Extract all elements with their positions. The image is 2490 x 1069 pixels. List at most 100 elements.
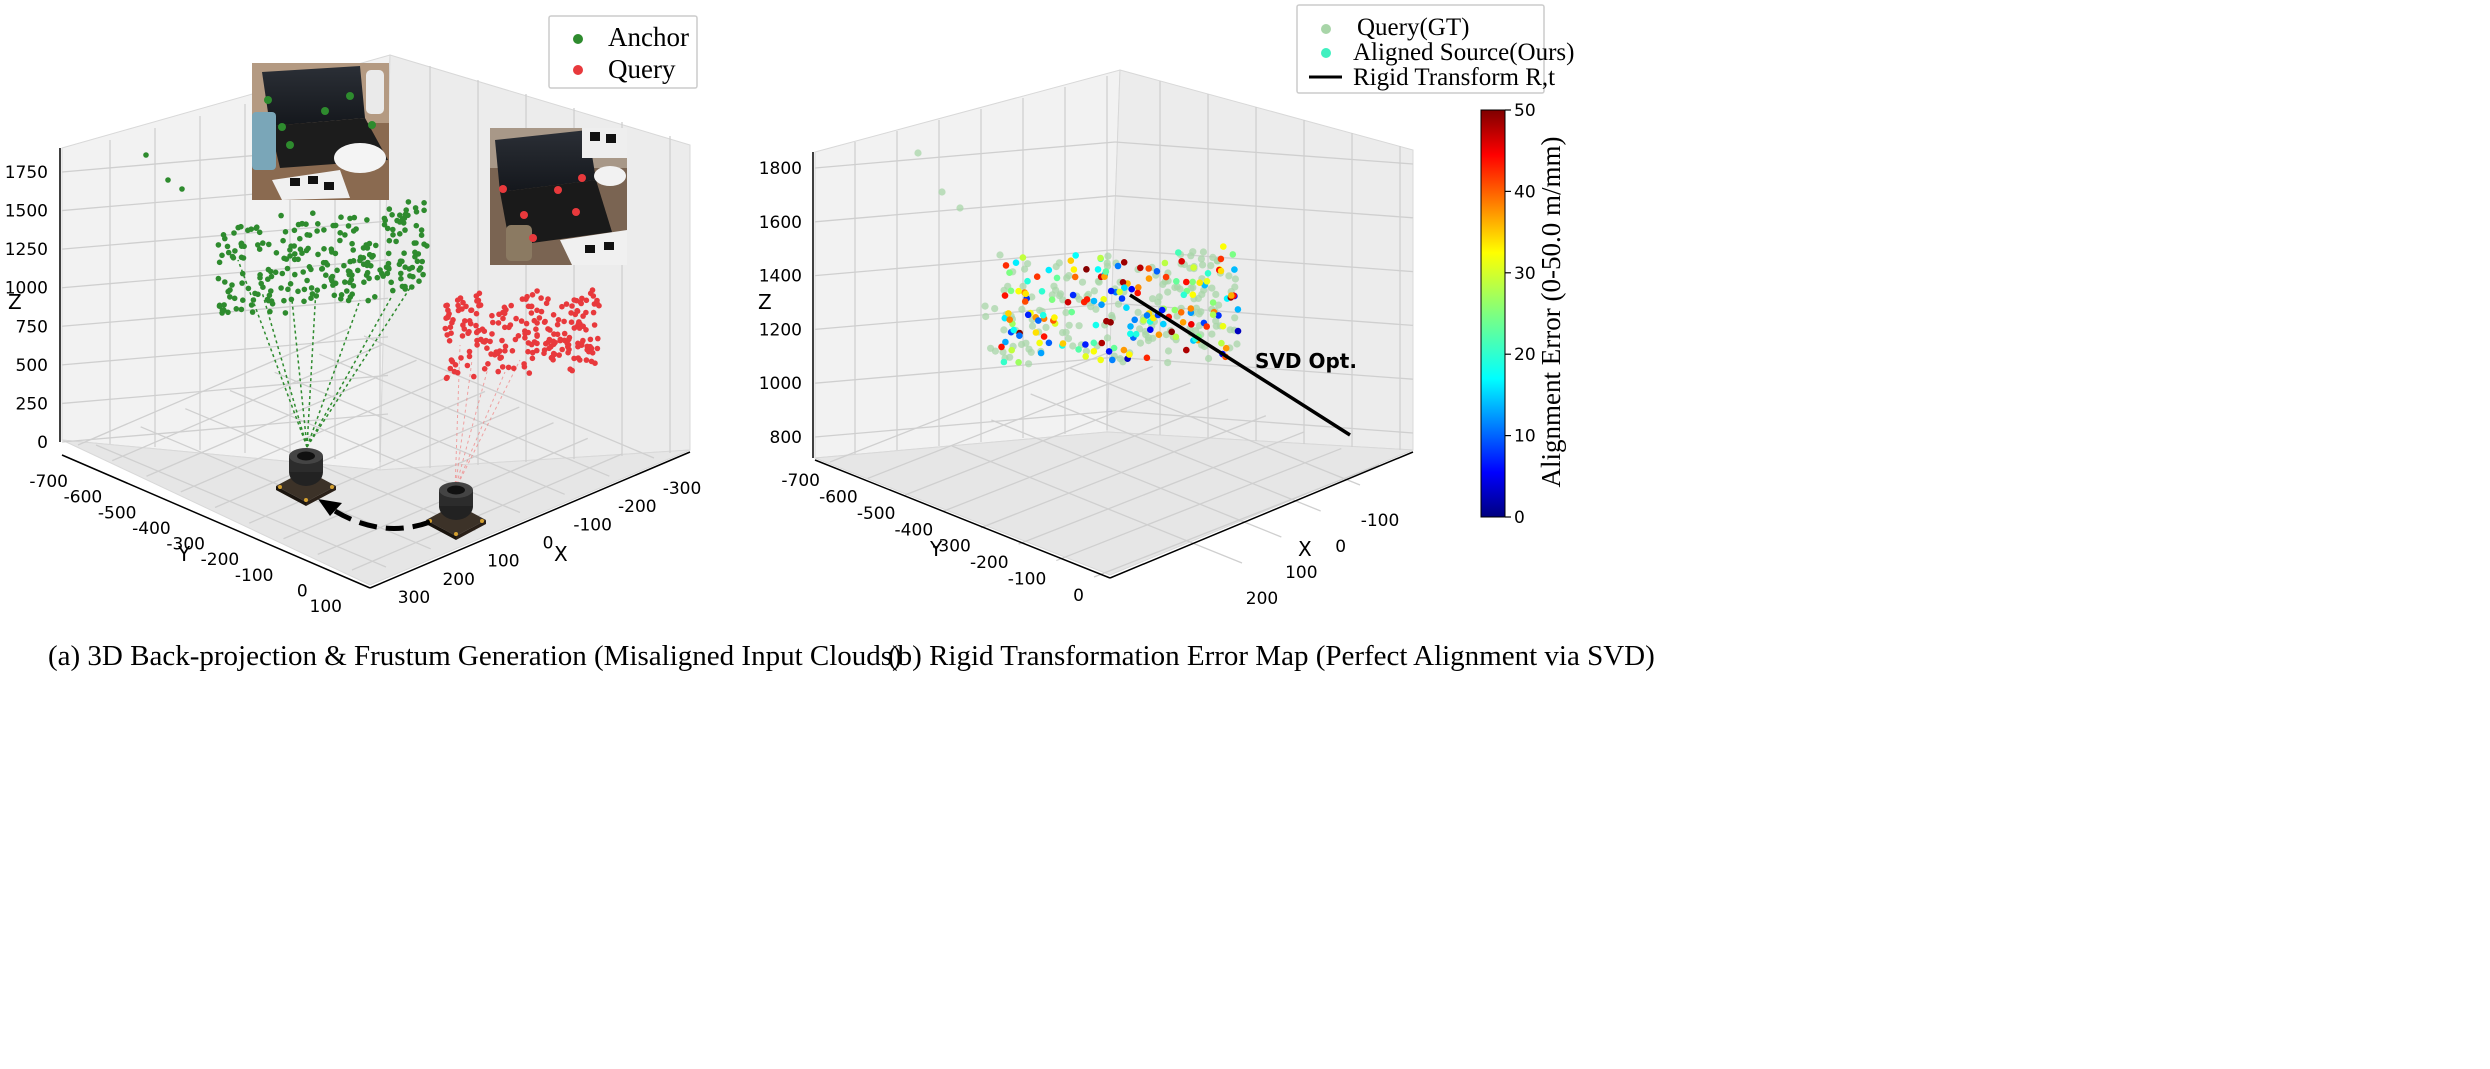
aligned-point [998,343,1005,351]
aligned-point [1045,266,1053,274]
query-gt-point [1027,348,1035,356]
query-point [551,331,557,337]
query-point [536,315,543,321]
anchor-point [341,262,347,269]
aligned-point [1100,296,1107,303]
anchor-point [256,229,263,236]
anchor-point [386,266,392,272]
z-axis-label: Z [758,290,772,314]
anchor-point [388,279,395,286]
aligned-point [1110,344,1118,352]
query-point [466,328,472,335]
aligned-point [1007,287,1015,295]
anchor-point [421,207,427,214]
aligned-point [1097,356,1104,364]
query-gt-point [938,188,946,196]
query-gt-point [996,251,1004,259]
aligned-point [1037,349,1045,357]
frustum-rays-query [454,344,521,491]
anchor-point [360,254,367,261]
query-point [528,303,534,310]
anchor-point [279,270,286,277]
anchor-point [233,306,240,312]
anchor-point [369,254,375,260]
anchor-point [222,279,228,285]
aligned-point [1222,344,1230,352]
anchor-point [393,238,399,245]
query-point [459,333,466,339]
anchor-point [350,247,357,253]
query-gt-point [1064,335,1073,343]
aligned-point [1162,273,1170,281]
aligned-point [1098,301,1105,309]
query-point [447,324,454,331]
y-axis-line [814,459,1111,579]
query-point [444,302,451,309]
y-tick-label: -200 [970,553,1009,573]
anchor-point [292,271,298,278]
x-tick-label: 100 [1285,563,1317,583]
query-point [499,364,506,370]
aligned-point [1177,309,1185,316]
aligned-point [1168,328,1175,336]
query-point [578,300,584,307]
anchor-point [285,286,291,293]
y-tick-label: -400 [132,519,171,539]
anchor-point [239,280,245,286]
anchor-point [397,231,403,237]
y-tick-label: -500 [98,503,137,523]
query-point [454,369,461,376]
anchor-point [292,251,298,257]
query-point [484,345,490,352]
aligned-point [1097,254,1104,262]
aligned-point [1064,298,1072,306]
query-point [528,341,535,348]
query-point [545,296,551,302]
anchor-point [321,246,327,252]
anchor-point [269,301,276,307]
anchor-point [346,279,353,286]
aligned-point [1012,259,1020,267]
z-tick-label: 1600 [759,213,802,233]
query-gt-point [1103,334,1112,342]
aligned-point [1231,266,1238,273]
aligned-point [1082,341,1089,348]
x-tick-label: 300 [398,588,430,608]
aligned-point [1015,287,1022,295]
query-point [529,355,536,362]
z-tick-label: 1500 [5,202,48,222]
query-point [481,328,488,335]
aligned-point [1090,297,1098,305]
anchor-point [281,297,287,304]
query-gt-point [1052,263,1060,271]
anchor-point [287,253,293,259]
anchor-point [304,277,310,284]
anchor-point [321,283,328,290]
anchor-point [364,259,371,266]
query-point [559,303,565,310]
anchor-point [254,242,261,248]
anchor-point [377,267,383,273]
aligned-point [1090,348,1098,355]
caption-b: (b) Rigid Transformation Error Map (Perf… [888,640,1655,672]
query-gt-point [1226,326,1234,334]
query-point [575,340,581,347]
anchor-point [266,292,273,299]
aligned-point [1215,312,1222,319]
aligned-point [1116,288,1123,296]
query-point [571,325,578,331]
anchor-point [245,285,252,292]
query-point [509,348,516,354]
aligned-point [1127,330,1134,338]
anchor-point [297,235,303,242]
aligned-point [1120,259,1128,266]
aligned-point [1000,358,1008,366]
aligned-point [1053,274,1061,282]
query-point [595,335,601,342]
anchor-point [216,303,223,310]
query-point [579,295,585,302]
query-gt-point [981,302,989,310]
anchor-point [373,242,379,249]
query-point [502,348,508,354]
